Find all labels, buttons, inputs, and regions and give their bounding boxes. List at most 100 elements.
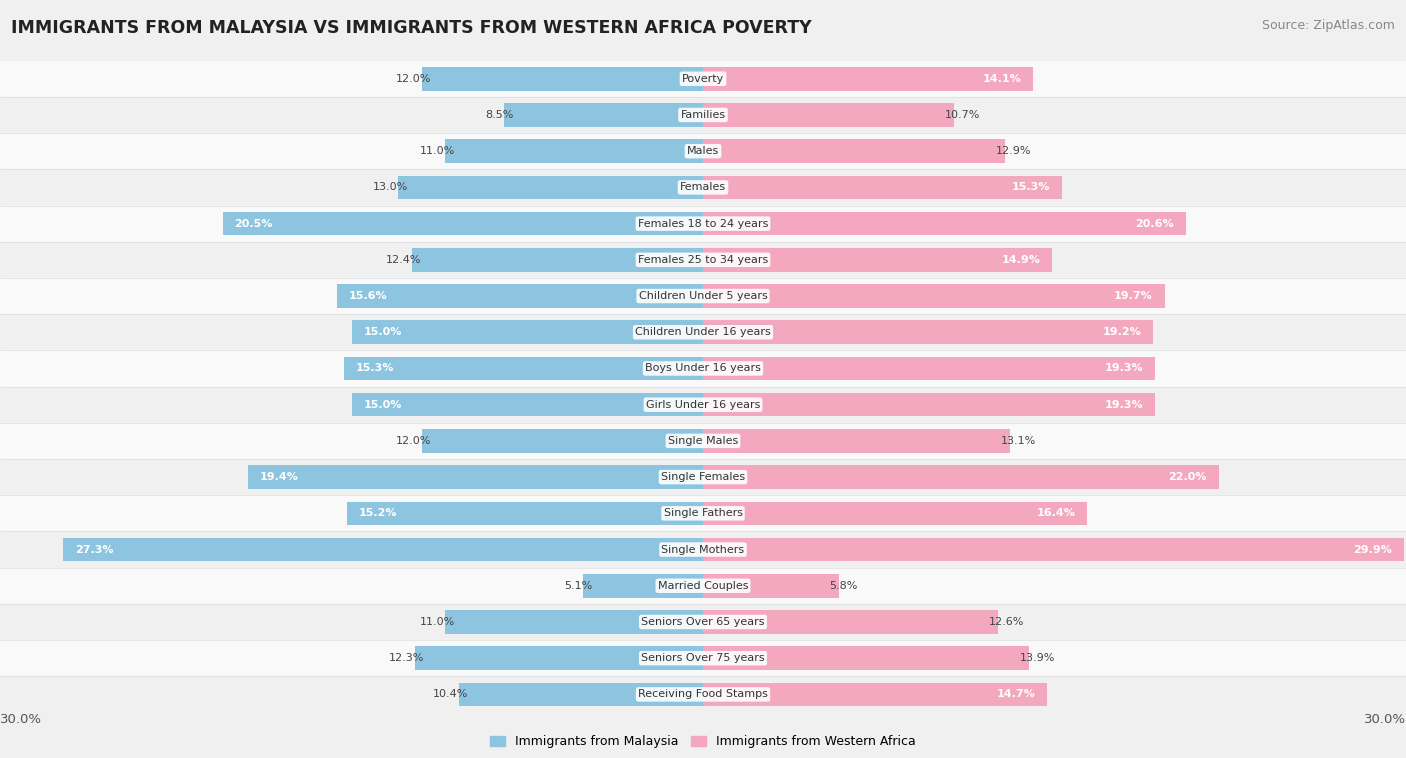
Text: Males: Males xyxy=(688,146,718,156)
Text: 10.4%: 10.4% xyxy=(433,690,468,700)
Bar xyxy=(0,242,1406,278)
Bar xyxy=(415,647,703,670)
Bar xyxy=(222,211,703,236)
Text: 19.7%: 19.7% xyxy=(1114,291,1153,301)
Text: Females: Females xyxy=(681,183,725,193)
Bar xyxy=(446,139,703,163)
Bar xyxy=(63,537,703,562)
Bar xyxy=(703,357,1156,381)
Text: Single Females: Single Females xyxy=(661,472,745,482)
Text: 19.2%: 19.2% xyxy=(1102,327,1142,337)
Bar xyxy=(703,683,1047,706)
Text: 8.5%: 8.5% xyxy=(485,110,513,120)
Text: 12.0%: 12.0% xyxy=(396,74,432,83)
Bar xyxy=(703,176,1062,199)
Bar xyxy=(703,139,1005,163)
Bar xyxy=(0,61,1406,97)
Text: Boys Under 16 years: Boys Under 16 years xyxy=(645,364,761,374)
Text: Females 25 to 34 years: Females 25 to 34 years xyxy=(638,255,768,265)
Bar xyxy=(0,640,1406,676)
Text: 22.0%: 22.0% xyxy=(1168,472,1206,482)
Text: 19.3%: 19.3% xyxy=(1105,364,1143,374)
Bar xyxy=(703,465,1219,489)
Bar xyxy=(352,393,703,416)
Text: 11.0%: 11.0% xyxy=(419,146,454,156)
Bar xyxy=(347,502,703,525)
Bar xyxy=(398,176,703,199)
Text: 29.9%: 29.9% xyxy=(1353,544,1392,555)
Text: 14.9%: 14.9% xyxy=(1001,255,1040,265)
Text: 27.3%: 27.3% xyxy=(75,544,114,555)
Text: Females 18 to 24 years: Females 18 to 24 years xyxy=(638,218,768,229)
Text: 15.3%: 15.3% xyxy=(356,364,395,374)
Text: Single Males: Single Males xyxy=(668,436,738,446)
Text: 14.7%: 14.7% xyxy=(997,690,1036,700)
Bar xyxy=(460,683,703,706)
Text: 15.2%: 15.2% xyxy=(359,509,396,518)
Text: 20.5%: 20.5% xyxy=(235,218,273,229)
Bar xyxy=(337,284,703,308)
Bar xyxy=(0,314,1406,350)
Text: 5.1%: 5.1% xyxy=(565,581,593,590)
Bar xyxy=(412,248,703,271)
Text: 19.3%: 19.3% xyxy=(1105,399,1143,409)
Text: Children Under 5 years: Children Under 5 years xyxy=(638,291,768,301)
Text: 12.3%: 12.3% xyxy=(389,653,425,663)
Text: 15.0%: 15.0% xyxy=(363,327,402,337)
Text: 5.8%: 5.8% xyxy=(830,581,858,590)
Bar xyxy=(703,502,1087,525)
Bar xyxy=(422,429,703,453)
Text: 11.0%: 11.0% xyxy=(419,617,454,627)
Text: 30.0%: 30.0% xyxy=(0,713,42,726)
Text: Single Fathers: Single Fathers xyxy=(664,509,742,518)
Bar xyxy=(249,465,703,489)
Text: IMMIGRANTS FROM MALAYSIA VS IMMIGRANTS FROM WESTERN AFRICA POVERTY: IMMIGRANTS FROM MALAYSIA VS IMMIGRANTS F… xyxy=(11,19,811,37)
Text: 30.0%: 30.0% xyxy=(1364,713,1406,726)
Bar xyxy=(0,278,1406,314)
Bar xyxy=(0,604,1406,640)
Text: 10.7%: 10.7% xyxy=(945,110,980,120)
Text: 13.0%: 13.0% xyxy=(373,183,408,193)
Bar xyxy=(446,610,703,634)
Bar xyxy=(0,350,1406,387)
Bar xyxy=(422,67,703,90)
Bar xyxy=(703,284,1164,308)
Bar xyxy=(583,574,703,597)
Bar xyxy=(352,321,703,344)
Bar xyxy=(0,97,1406,133)
Bar xyxy=(0,459,1406,495)
Bar xyxy=(0,495,1406,531)
Bar xyxy=(703,211,1185,236)
Text: 15.3%: 15.3% xyxy=(1011,183,1050,193)
Bar xyxy=(703,103,953,127)
Text: 19.4%: 19.4% xyxy=(260,472,299,482)
Text: Receiving Food Stamps: Receiving Food Stamps xyxy=(638,690,768,700)
Text: Poverty: Poverty xyxy=(682,74,724,83)
Bar xyxy=(703,67,1033,90)
Text: 20.6%: 20.6% xyxy=(1136,218,1174,229)
Text: Girls Under 16 years: Girls Under 16 years xyxy=(645,399,761,409)
Bar xyxy=(0,205,1406,242)
Text: 12.0%: 12.0% xyxy=(396,436,432,446)
Bar xyxy=(503,103,703,127)
Bar xyxy=(0,568,1406,604)
Text: Married Couples: Married Couples xyxy=(658,581,748,590)
Text: 13.9%: 13.9% xyxy=(1019,653,1054,663)
Legend: Immigrants from Malaysia, Immigrants from Western Africa: Immigrants from Malaysia, Immigrants fro… xyxy=(485,730,921,753)
Text: Single Mothers: Single Mothers xyxy=(661,544,745,555)
Text: 12.4%: 12.4% xyxy=(387,255,422,265)
Text: 15.0%: 15.0% xyxy=(363,399,402,409)
Text: Children Under 16 years: Children Under 16 years xyxy=(636,327,770,337)
Bar xyxy=(703,393,1156,416)
Bar xyxy=(0,133,1406,169)
Text: 14.1%: 14.1% xyxy=(983,74,1022,83)
Bar xyxy=(703,647,1029,670)
Bar xyxy=(0,531,1406,568)
Bar xyxy=(344,357,703,381)
Text: Source: ZipAtlas.com: Source: ZipAtlas.com xyxy=(1261,19,1395,32)
Text: Seniors Over 75 years: Seniors Over 75 years xyxy=(641,653,765,663)
Bar xyxy=(703,248,1052,271)
Text: 16.4%: 16.4% xyxy=(1036,509,1076,518)
Bar xyxy=(703,610,998,634)
Text: 15.6%: 15.6% xyxy=(349,291,388,301)
